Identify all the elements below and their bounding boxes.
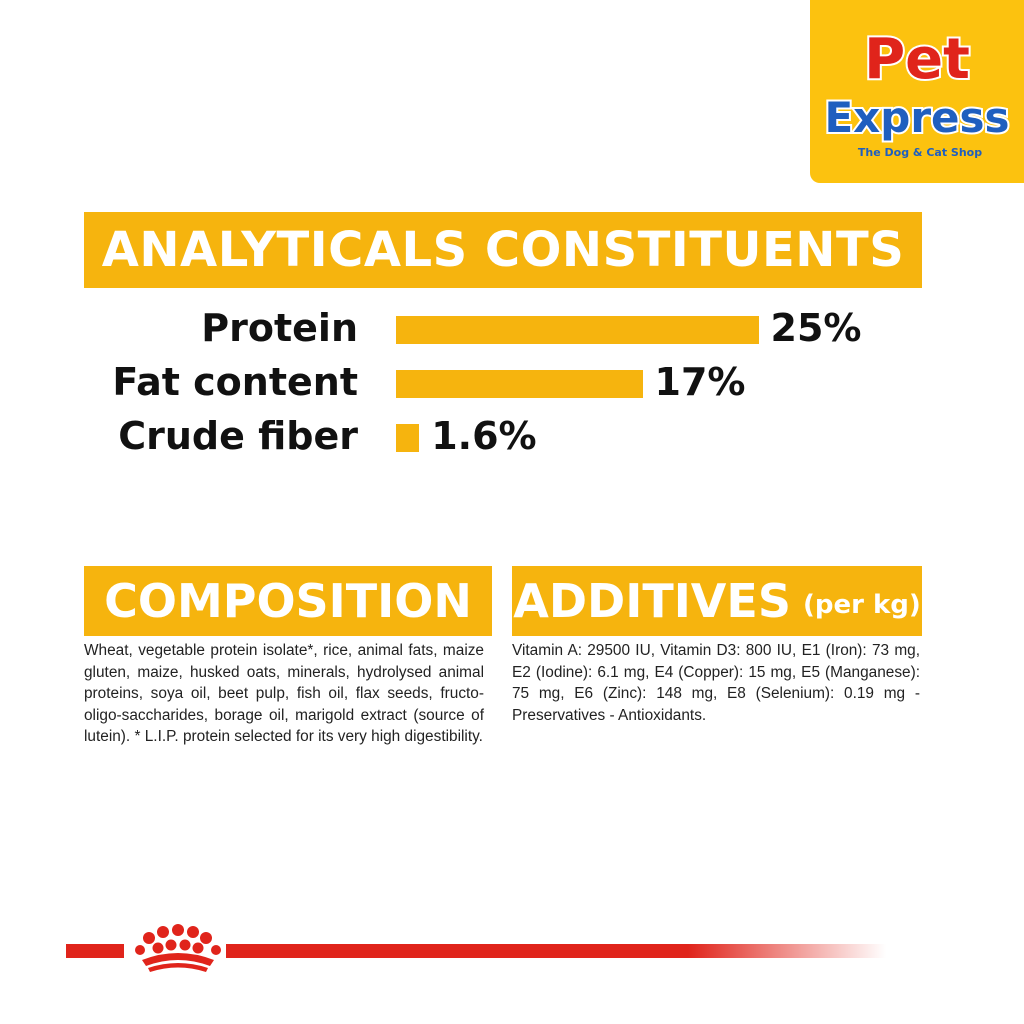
footer-divider-right bbox=[226, 944, 886, 958]
footer-divider-left bbox=[66, 944, 130, 958]
analytics-title: ANALYTICALS CONSTITUENTS bbox=[84, 212, 922, 288]
composition-title: COMPOSITION bbox=[84, 566, 492, 636]
additives-title: ADDITIVES bbox=[513, 574, 791, 628]
bar bbox=[396, 424, 420, 452]
bar bbox=[396, 370, 643, 398]
logo-tagline: The Dog & Cat Shop bbox=[858, 146, 982, 159]
bar-value-label: 17% bbox=[654, 360, 746, 404]
bar-label: Crude fiber bbox=[118, 414, 358, 458]
crown-icon bbox=[124, 920, 222, 978]
bar-label: Fat content bbox=[112, 360, 358, 404]
bar-value-label: 25% bbox=[770, 306, 862, 350]
pet-express-logo: Pet Express The Dog & Cat Shop bbox=[810, 0, 1024, 183]
composition-text: Wheat, vegetable protein isolate*, rice,… bbox=[84, 642, 484, 746]
logo-line2: Express bbox=[824, 93, 1009, 142]
bar-label: Protein bbox=[201, 306, 358, 350]
additives-header: ADDITIVES (per kg) bbox=[512, 566, 922, 636]
bar-value-label: 1.6% bbox=[431, 414, 537, 458]
logo-line1: Pet bbox=[864, 27, 970, 92]
additives-subtitle: (per kg) bbox=[802, 590, 921, 620]
bar bbox=[396, 316, 759, 344]
additives-text: Vitamin A: 29500 IU, Vitamin D3: 800 IU,… bbox=[512, 642, 920, 724]
